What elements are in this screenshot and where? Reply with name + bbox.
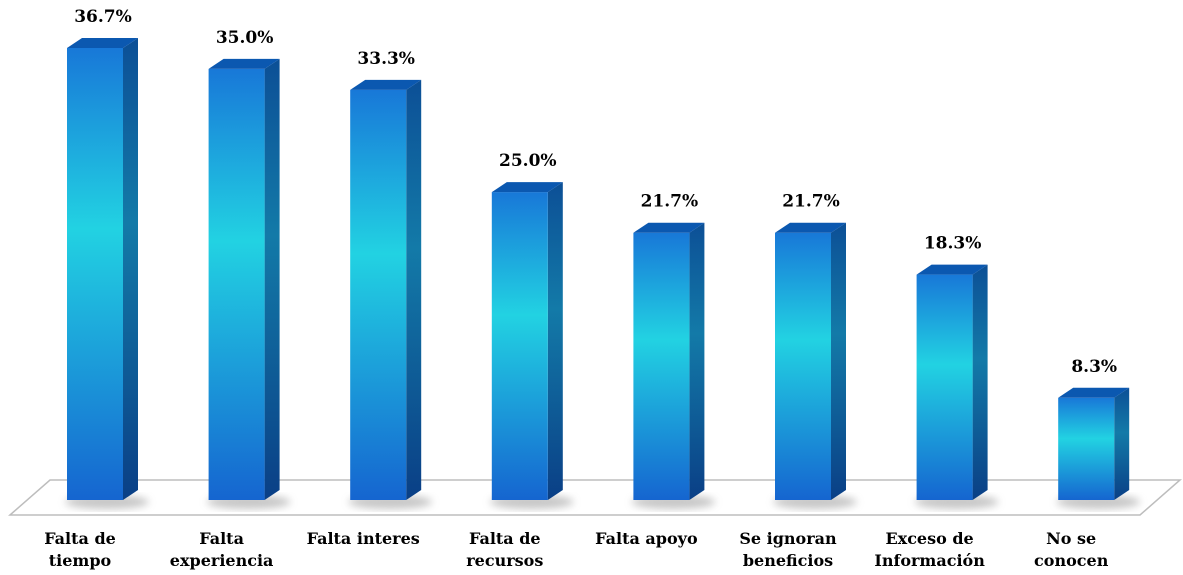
x-tick-label: Falta de tiempo (44, 529, 116, 570)
value-label: 8.3% (1071, 357, 1117, 377)
bar-top (208, 58, 280, 69)
bar-top (775, 222, 846, 233)
bar (633, 232, 690, 500)
bar (1058, 397, 1115, 500)
bar-side (1114, 387, 1130, 500)
bar (350, 89, 407, 500)
value-label: 18.3% (924, 234, 982, 254)
bar-top (1058, 387, 1130, 398)
bar-top (491, 182, 563, 193)
value-label: 33.3% (357, 49, 415, 69)
x-tick-label: No se conocen (1034, 529, 1109, 570)
bar-top (633, 222, 705, 233)
bar (775, 232, 831, 500)
x-tick-label: Falta apoyo (595, 529, 698, 548)
value-label: 35.0% (216, 28, 274, 48)
bar-side (264, 58, 280, 501)
bar-side (689, 222, 705, 500)
x-tick-label: Falta de recursos (466, 529, 544, 570)
bar-side (831, 222, 846, 500)
bar-side (123, 38, 138, 500)
bar (916, 274, 973, 500)
bar-top (67, 38, 138, 48)
value-label: 25.0% (499, 151, 557, 171)
bar-side (972, 264, 988, 500)
x-tick-label: Exceso de Información (874, 529, 985, 570)
bar-top (916, 264, 988, 275)
x-tick-label: Falta experiencia (169, 529, 274, 570)
x-tick-label: Falta interes (306, 529, 420, 548)
bar (208, 68, 265, 501)
value-label: 21.7% (782, 192, 840, 212)
floor (8, 479, 1182, 516)
bar (67, 48, 123, 500)
bar-side (406, 79, 422, 500)
bar-top (350, 79, 422, 90)
value-label: 36.7% (74, 7, 132, 27)
value-label: 21.7% (641, 192, 699, 212)
bar (491, 192, 548, 501)
x-tick-label: Se ignoran beneficios (739, 529, 837, 570)
bar-side (547, 182, 563, 501)
